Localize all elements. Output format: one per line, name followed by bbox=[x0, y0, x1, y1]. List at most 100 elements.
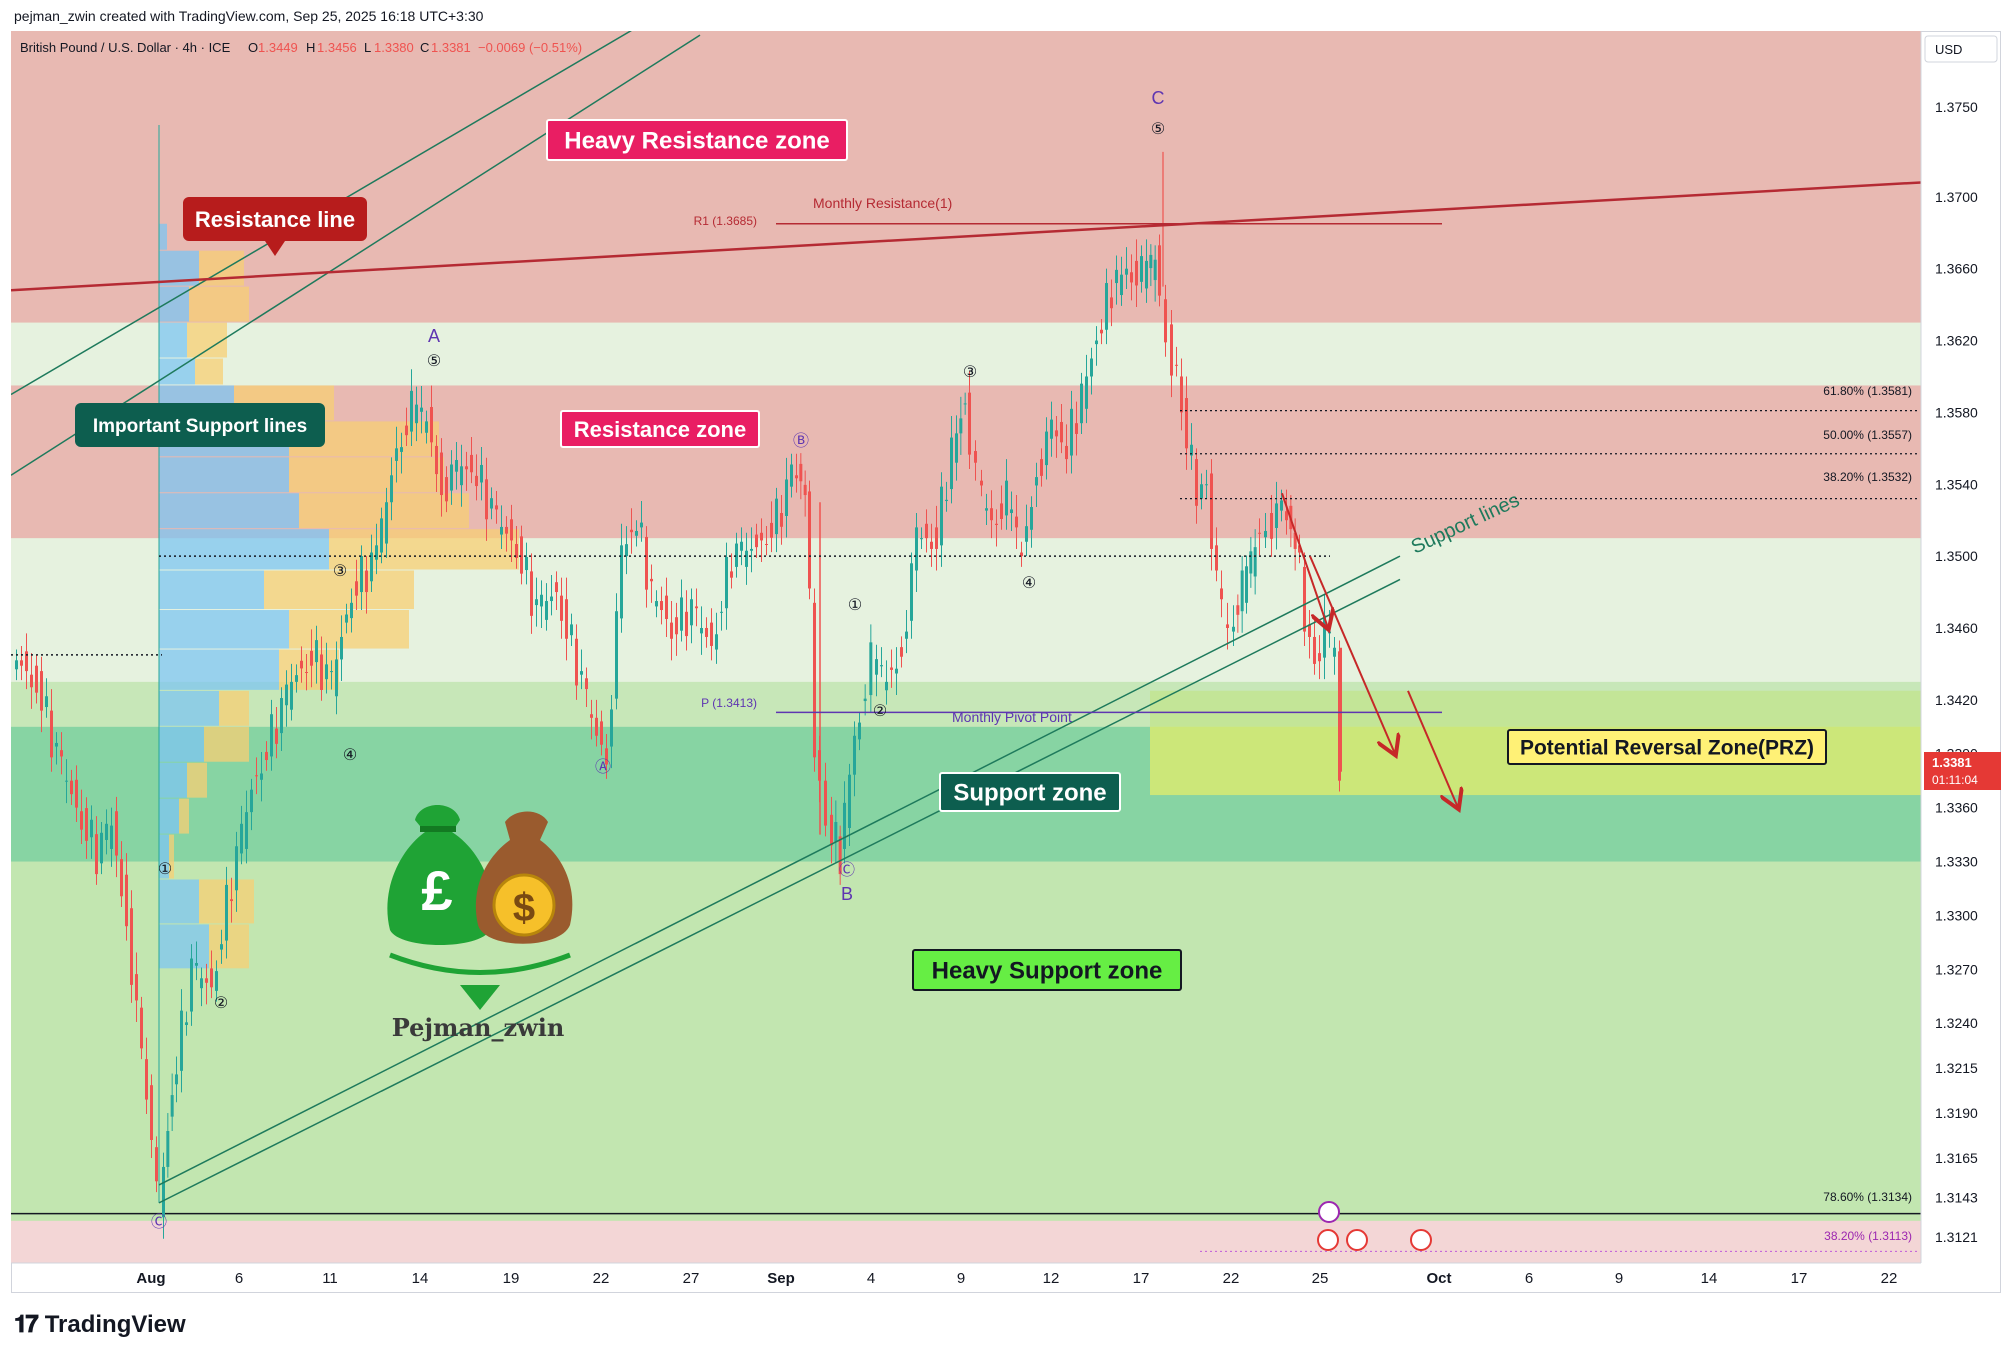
candle-body bbox=[1005, 480, 1008, 516]
resistance-zone-label-box bbox=[560, 410, 760, 448]
profile-sell-bar bbox=[195, 358, 223, 385]
candle-body bbox=[35, 665, 38, 693]
profile-sell-bar bbox=[299, 493, 469, 529]
time-tick: Aug bbox=[136, 1270, 165, 1287]
candle-body bbox=[480, 464, 483, 483]
time-tick: 17 bbox=[1791, 1270, 1808, 1287]
fib-label: 38.20% (1.3113) bbox=[1824, 1229, 1912, 1243]
resistance-zone-label: Resistance zone bbox=[560, 410, 760, 448]
candle-body bbox=[325, 664, 328, 680]
candle-body bbox=[910, 563, 913, 621]
candle-body bbox=[295, 675, 298, 682]
candle-body bbox=[795, 475, 798, 479]
candle-body bbox=[80, 811, 83, 830]
svg-text:C: C bbox=[420, 40, 429, 55]
time-tick: 14 bbox=[412, 1270, 429, 1287]
r1-value-label: R1 (1.3685) bbox=[694, 214, 757, 228]
candle-body bbox=[530, 571, 533, 616]
candle-body bbox=[620, 545, 623, 619]
time-tick: 14 bbox=[1701, 1270, 1718, 1287]
candle-body bbox=[190, 958, 193, 1012]
arrow-3 bbox=[1407, 690, 1458, 808]
candle-body bbox=[1205, 484, 1208, 486]
candle-body bbox=[550, 596, 553, 602]
candle-body bbox=[1253, 547, 1257, 577]
price-tick: 1.3500 bbox=[1935, 548, 1978, 564]
important-support-line-1 bbox=[11, 31, 632, 396]
candle-body bbox=[700, 627, 703, 634]
monthly-pivot-label: Monthly Pivot Point bbox=[952, 709, 1072, 725]
candle-body bbox=[1095, 340, 1098, 345]
candle-body bbox=[813, 602, 816, 758]
currency-badge[interactable] bbox=[1924, 35, 1998, 63]
candle-body bbox=[470, 454, 473, 473]
profile-buy-bar bbox=[159, 924, 209, 969]
wave-label: ② bbox=[873, 703, 887, 720]
candle-body bbox=[1070, 408, 1073, 456]
candle-body bbox=[963, 403, 967, 405]
profile-buy-bar bbox=[159, 879, 199, 924]
time-tick: 9 bbox=[1615, 1270, 1623, 1287]
candle-body bbox=[1105, 283, 1108, 330]
profile-sell-bar bbox=[187, 762, 207, 798]
candle-body bbox=[1010, 509, 1013, 514]
candle-body bbox=[875, 659, 878, 675]
candle-body bbox=[1125, 268, 1128, 275]
candle-body bbox=[980, 480, 983, 486]
candle-body bbox=[1280, 500, 1283, 511]
chart-credit: pejman_zwin created with TradingView.com… bbox=[14, 8, 484, 24]
profile-buy-bar bbox=[159, 493, 299, 529]
candle-body bbox=[645, 536, 648, 590]
tradingview-brand[interactable]: 𝟏𝟕 TradingView bbox=[14, 1311, 186, 1339]
zones-layer bbox=[11, 31, 1921, 1263]
candle-body bbox=[660, 601, 663, 611]
candle-body bbox=[535, 599, 538, 606]
time-axis: Aug 6 11 14 19 22 27 Sep 4 9 12 17 22 25 Oct 6 9 14 17 22 bbox=[136, 1270, 1897, 1287]
candle-body bbox=[675, 617, 678, 635]
profile-sell-bar bbox=[189, 286, 249, 322]
candle-body bbox=[75, 779, 78, 808]
candle-body bbox=[1240, 570, 1244, 612]
economic-event-icon bbox=[1318, 1201, 1340, 1223]
candle-body bbox=[655, 601, 658, 607]
time-tick: 22 bbox=[1881, 1270, 1898, 1287]
candle-body bbox=[440, 452, 443, 496]
candle-body bbox=[40, 671, 43, 711]
profile-sell-bar bbox=[289, 610, 409, 649]
candle-body bbox=[210, 968, 213, 988]
price-tick: 1.3270 bbox=[1935, 961, 1978, 977]
candle-body bbox=[380, 518, 383, 553]
price-tick: 1.3121 bbox=[1935, 1229, 1978, 1245]
candle-body bbox=[280, 698, 283, 734]
tradingview-logo-icon: 𝟏𝟕 bbox=[14, 1311, 39, 1338]
candle-body bbox=[725, 557, 728, 609]
price-tick: 1.3700 bbox=[1935, 189, 1978, 205]
candle-body bbox=[400, 447, 403, 452]
candle-body bbox=[1328, 631, 1331, 634]
candle-body bbox=[555, 582, 558, 593]
candle-body bbox=[1075, 423, 1078, 434]
candle-body bbox=[665, 595, 668, 620]
candle-body bbox=[710, 622, 713, 646]
profile-buy-bar bbox=[159, 322, 187, 358]
candle-body bbox=[270, 714, 273, 757]
time-tick: 27 bbox=[683, 1270, 700, 1287]
candle-body bbox=[940, 486, 943, 546]
bar-countdown: 01:11:04 bbox=[1932, 773, 1978, 787]
candle-body bbox=[415, 404, 418, 424]
candle-body bbox=[520, 536, 523, 574]
profile-sell-bar bbox=[204, 726, 249, 762]
candle-body bbox=[1164, 299, 1167, 343]
prz-label-box bbox=[1507, 729, 1827, 765]
support-line-2 bbox=[158, 578, 1401, 1204]
time-tick: 25 bbox=[1312, 1270, 1329, 1287]
candle-body bbox=[1338, 651, 1341, 781]
heavy-resistance-label-text: Heavy Resistance zone bbox=[564, 128, 829, 155]
candle-body bbox=[445, 477, 448, 502]
profile-buy-bar bbox=[159, 690, 219, 726]
svg-text:1.3449: 1.3449 bbox=[258, 40, 298, 55]
candle-body bbox=[775, 498, 778, 535]
price-tick: 1.3330 bbox=[1935, 854, 1978, 870]
time-tick: 6 bbox=[1525, 1270, 1533, 1287]
